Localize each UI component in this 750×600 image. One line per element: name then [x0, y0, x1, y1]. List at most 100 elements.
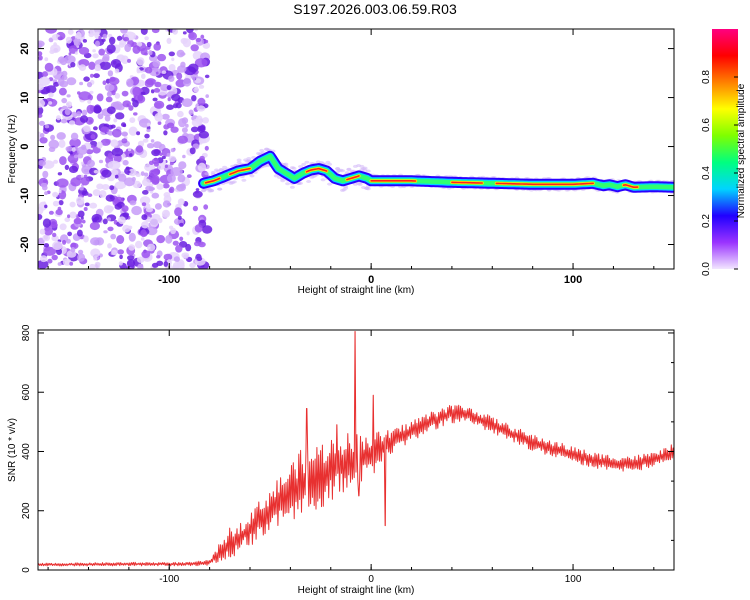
- noise-blob: [121, 205, 129, 213]
- snr-series-line: [38, 331, 674, 567]
- noise-blob: [101, 184, 110, 190]
- noise-blob: [57, 172, 63, 176]
- noise-blob: [93, 256, 98, 261]
- noise-blob: [57, 36, 63, 41]
- noise-blob: [122, 159, 129, 166]
- noise-blob: [136, 68, 141, 74]
- noise-blob: [140, 91, 146, 96]
- noise-blob: [197, 162, 207, 172]
- noise-blob: [38, 160, 46, 167]
- noise-blob: [53, 192, 57, 197]
- y-tick-label: 400: [21, 443, 32, 460]
- noise-blob: [74, 51, 78, 55]
- noise-blob: [58, 139, 66, 148]
- noise-blob: [205, 94, 209, 98]
- ridge-halo: [217, 187, 223, 191]
- noise-blob: [161, 70, 167, 74]
- noise-blob: [153, 68, 159, 73]
- noise-blob: [92, 53, 99, 59]
- colorbar-tick-label: 0.0: [701, 262, 712, 276]
- noise-blob: [101, 38, 106, 42]
- noise-blob: [171, 57, 175, 62]
- noise-blob: [39, 137, 48, 144]
- noise-blob: [96, 93, 104, 102]
- noise-blob: [151, 192, 160, 199]
- noise-blob: [192, 190, 203, 198]
- noise-blob: [80, 176, 90, 186]
- noise-blob: [118, 261, 123, 266]
- noise-blob: [140, 48, 148, 56]
- noise-blob: [100, 138, 111, 146]
- noise-blob: [94, 216, 100, 221]
- noise-blob: [102, 33, 108, 39]
- noise-blob: [173, 256, 180, 262]
- noise-blob: [128, 244, 136, 251]
- noise-blob: [97, 262, 101, 266]
- noise-blob: [122, 100, 131, 108]
- noise-blob: [80, 161, 84, 165]
- noise-blob: [39, 133, 45, 138]
- noise-blob: [179, 236, 184, 241]
- spectrogram-plot-area: [38, 29, 674, 269]
- ridge-inner: [201, 154, 674, 190]
- noise-blob: [50, 134, 56, 141]
- noise-blob: [151, 149, 161, 157]
- noise-blob: [79, 81, 84, 86]
- x-tick-label: 100: [564, 274, 582, 286]
- noise-blob: [110, 124, 116, 129]
- noise-blob: [197, 97, 206, 106]
- noise-blob: [69, 138, 81, 148]
- noise-blob: [142, 190, 149, 195]
- noise-blob: [157, 53, 167, 62]
- noise-blob: [191, 95, 197, 102]
- noise-blob: [162, 200, 171, 208]
- noise-blob: [186, 231, 190, 236]
- spectral-ridge: [198, 147, 674, 195]
- noise-blob: [151, 176, 160, 185]
- noise-blob: [52, 200, 60, 207]
- noise-blob: [132, 45, 141, 54]
- noise-blob: [96, 141, 103, 149]
- noise-blob: [121, 55, 129, 64]
- noise-blob: [194, 224, 203, 233]
- x-tick-label: 0: [368, 274, 374, 286]
- noise-blob: [193, 87, 200, 93]
- noise-blob: [127, 170, 131, 174]
- ridge-peak-red: [451, 181, 483, 184]
- noise-blob: [168, 51, 175, 57]
- noise-blob: [116, 35, 123, 41]
- noise-blob: [202, 42, 211, 49]
- ridge-halo: [365, 187, 371, 191]
- colorbar-tick-label: 0.8: [701, 70, 712, 84]
- noise-blob: [116, 103, 125, 111]
- noise-blob: [157, 121, 162, 125]
- ridge-halo: [346, 167, 352, 171]
- noise-blob: [66, 94, 71, 98]
- x-tick-label: -100: [158, 274, 180, 286]
- noise-blob: [161, 155, 166, 160]
- noise-blob: [108, 33, 113, 38]
- noise-blob: [38, 42, 43, 49]
- noise-blob: [107, 243, 112, 249]
- noise-blob: [153, 43, 161, 51]
- noise-blob: [126, 259, 136, 268]
- ridge-halo: [298, 165, 303, 168]
- noise-blob: [189, 147, 196, 155]
- noise-blob: [154, 203, 162, 210]
- noise-blob: [177, 215, 182, 220]
- noise-blob: [99, 190, 107, 198]
- noise-blob: [128, 232, 136, 242]
- noise-blob: [76, 196, 85, 205]
- noise-blob: [124, 43, 132, 53]
- noise-blob: [132, 99, 139, 108]
- noise-blob: [38, 98, 46, 108]
- noise-blob: [113, 118, 118, 123]
- noise-blob: [172, 29, 178, 35]
- noise-blob: [57, 206, 62, 211]
- noise-blob: [118, 216, 126, 225]
- noise-blob: [196, 105, 206, 112]
- noise-blob: [92, 49, 96, 53]
- noise-blob: [90, 73, 94, 78]
- noise-blob: [116, 235, 125, 244]
- noise-blob: [128, 168, 137, 177]
